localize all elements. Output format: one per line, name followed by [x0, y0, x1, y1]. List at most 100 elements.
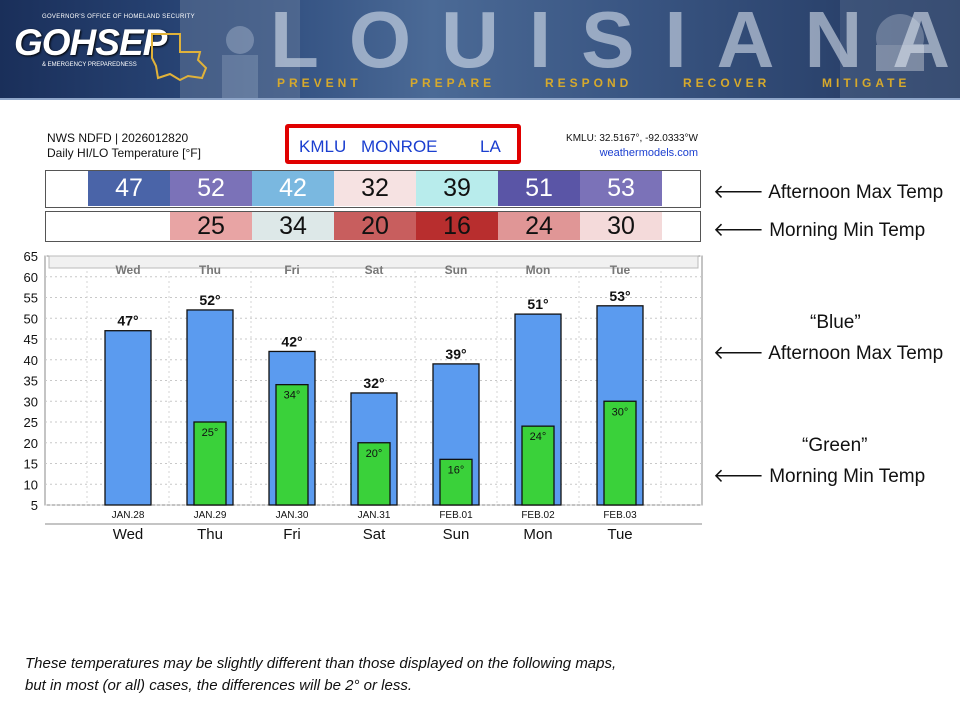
date-label: JAN.31 — [358, 510, 391, 521]
day-label-bottom: Tue — [607, 526, 632, 543]
day-label-bottom: Fri — [283, 526, 301, 543]
y-tick-label: 15 — [24, 457, 38, 472]
max-cell-sat: 32 — [334, 171, 416, 206]
date-label: FEB.01 — [439, 510, 473, 521]
min-cell-tue: 30 — [580, 212, 662, 240]
motto-prevent: PREVENT — [277, 76, 362, 90]
y-tick-label: 25 — [24, 415, 38, 430]
blue-series-label-text: Afternoon Max Temp — [768, 343, 944, 364]
y-tick-label: 5 — [31, 498, 38, 513]
footnote-line-1: These temperatures may be slightly diffe… — [25, 655, 617, 672]
max-temp-row: 47 52 42 32 39 51 53 — [45, 170, 701, 208]
max-row-label-text: Afternoon Max Temp — [768, 182, 944, 203]
day-strip-top — [48, 255, 699, 269]
day-label-top: Sun — [445, 263, 468, 277]
responder-photo — [180, 0, 300, 100]
max-value-label: 32° — [363, 375, 384, 391]
day-label-top: Fri — [284, 263, 299, 277]
min-bar-fri — [275, 383, 309, 506]
min-cell-sun: 16 — [416, 212, 498, 240]
date-label: JAN.29 — [194, 510, 227, 521]
y-tick-label: 65 — [24, 249, 38, 264]
y-tick-label: 60 — [24, 270, 38, 285]
min-bar-thu — [193, 421, 227, 506]
motto-recover: RECOVER — [683, 76, 771, 90]
station-id: KMLU — [299, 137, 347, 156]
green-quote-label: “Green” — [802, 435, 868, 456]
banner-divider — [0, 98, 960, 100]
y-tick-label: 35 — [24, 374, 38, 389]
blue-series-label: 🡐 Afternoon Max Temp — [713, 341, 943, 365]
max-value-label: 51° — [527, 296, 548, 312]
footnote: These temperatures may be slightly diffe… — [25, 653, 616, 697]
min-value-label: 34° — [284, 390, 301, 402]
source-site: weathermodels.com — [599, 147, 698, 159]
day-label-bottom: Mon — [523, 526, 552, 543]
max-cell-mon: 51 — [498, 171, 580, 206]
logo-agency-name: GOVERNOR'S OFFICE OF HOMELAND SECURITY — [42, 14, 195, 20]
date-label: FEB.03 — [603, 510, 637, 521]
min-value-label: 25° — [202, 427, 219, 439]
station-coordinates: KMLU: 32.5167°, -92.0333°W — [566, 133, 698, 144]
day-label-top: Tue — [610, 263, 631, 277]
min-bar-tue — [603, 400, 637, 506]
gohsep-logo: GOHSEP — [14, 22, 167, 63]
green-series-label: 🡐 Morning Min Temp — [713, 464, 925, 488]
masked-person-photo — [840, 0, 960, 100]
y-tick-label: 30 — [24, 394, 38, 409]
motto-prepare: PREPARE — [410, 76, 496, 90]
min-bar-sun — [439, 458, 473, 506]
min-cell-sat: 20 — [334, 212, 416, 240]
max-cell-wed: 47 — [88, 171, 170, 206]
motto-respond: RESPOND — [545, 76, 633, 90]
min-value-label: 16° — [448, 464, 465, 476]
min-cell-mon: 24 — [498, 212, 580, 240]
date-label: FEB.02 — [521, 510, 555, 521]
min-value-label: 30° — [612, 406, 629, 418]
day-label-bottom: Sat — [363, 526, 386, 543]
station-city: MONROE — [361, 137, 438, 156]
min-cell-fri: 34 — [252, 212, 334, 240]
max-cell-sun: 39 — [416, 171, 498, 206]
max-value-label: 42° — [281, 333, 302, 349]
arrow-left-icon: 🡐 — [713, 220, 764, 241]
day-label-bottom: Sun — [443, 526, 470, 543]
model-run-label: NWS NDFD | 2026012820 — [47, 131, 189, 145]
min-value-label: 20° — [366, 448, 383, 460]
logo-agency-subtitle: & EMERGENCY PREPAREDNESS — [42, 62, 137, 68]
temperature-bar-chart: 5 10 15 20 25 30 35 40 45 50 55 60 65 Wed 47° JAN.28 Wed… — [24, 249, 703, 543]
chart-title: Daily HI/LO Temperature [°F] — [47, 146, 201, 160]
y-tick-label: 10 — [24, 477, 38, 492]
louisiana-state-icon — [151, 33, 208, 82]
y-tick-label: 45 — [24, 332, 38, 347]
footnote-line-2: but in most (or all) cases, the differen… — [25, 677, 412, 694]
max-bar-wed — [104, 330, 152, 506]
max-cell-thu: 52 — [170, 171, 252, 206]
min-row-label: 🡐 Morning Min Temp — [713, 218, 925, 242]
header-banner: LOUISIANA GOVERNOR'S OFFICE OF HOMELAND … — [0, 0, 960, 100]
max-cell-fri: 42 — [252, 171, 334, 206]
y-tick-label: 40 — [24, 353, 38, 368]
arrow-left-icon: 🡐 — [713, 182, 764, 203]
day-label-bottom: Thu — [197, 526, 223, 543]
day-label-top: Wed — [115, 263, 140, 277]
day-label-top: Mon — [526, 263, 551, 277]
min-row-label-text: Morning Min Temp — [769, 220, 926, 241]
min-temp-row: 25 34 20 16 24 30 — [45, 211, 701, 242]
y-tick-label: 55 — [24, 291, 38, 306]
day-label-bottom: Wed — [113, 526, 144, 543]
min-cell-wed — [88, 212, 170, 240]
station-state: LA — [480, 137, 501, 156]
max-cell-tue: 53 — [580, 171, 662, 206]
day-label-top: Thu — [199, 263, 221, 277]
max-value-label: 53° — [609, 288, 630, 304]
max-value-label: 52° — [199, 292, 220, 308]
date-label: JAN.30 — [276, 510, 309, 521]
min-value-label: 24° — [530, 431, 547, 443]
max-value-label: 39° — [445, 346, 466, 362]
max-row-label: 🡐 Afternoon Max Temp — [713, 180, 943, 204]
min-bar-sat — [357, 442, 391, 506]
motto-mitigate: MITIGATE — [822, 76, 911, 90]
banner-title: LOUISIANA — [270, 0, 960, 84]
station-highlight-box — [285, 124, 521, 164]
